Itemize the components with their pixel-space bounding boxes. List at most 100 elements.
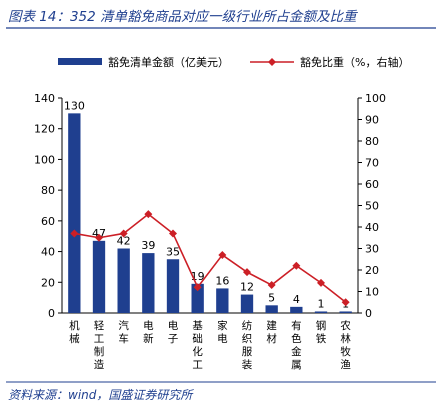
y-right-tick-label: 40 bbox=[365, 221, 379, 234]
figure-title: 图表 14：352 清单豁免商品对应一级行业所占金额及比重 bbox=[8, 9, 357, 25]
share-point bbox=[70, 229, 79, 238]
category-label: 家电 bbox=[217, 319, 228, 345]
y-left-tick-label: 100 bbox=[34, 153, 55, 166]
category-label-char: 铁 bbox=[316, 332, 327, 345]
category-label-char: 化 bbox=[192, 345, 203, 358]
category-label: 钢铁 bbox=[316, 319, 327, 345]
category-label: 轻工制造 bbox=[94, 319, 105, 371]
legend-bar-swatch bbox=[58, 58, 102, 65]
y-right-tick-label: 50 bbox=[365, 200, 379, 213]
y-right-tick-label: 100 bbox=[365, 92, 386, 105]
category-label-char: 渔 bbox=[340, 359, 351, 371]
bar bbox=[191, 283, 204, 313]
bar-data-label: 12 bbox=[240, 281, 254, 294]
category-label: 机械 bbox=[69, 319, 80, 345]
category-label-char: 新 bbox=[143, 332, 154, 345]
category-label: 汽车 bbox=[118, 319, 129, 345]
y-right-tick-label: 70 bbox=[365, 157, 379, 170]
category-label-char: 电 bbox=[168, 319, 179, 332]
bar-data-label: 42 bbox=[117, 235, 131, 248]
category-label: 农林牧渔 bbox=[340, 319, 351, 371]
category-label-char: 装 bbox=[242, 358, 253, 371]
category-label-char: 牧 bbox=[340, 345, 351, 358]
category-label: 纺织服装 bbox=[242, 319, 253, 371]
category-label-char: 属 bbox=[291, 359, 302, 371]
bar bbox=[166, 259, 180, 313]
category-label-char: 林 bbox=[340, 332, 351, 345]
share-line bbox=[74, 213, 347, 303]
category-label-char: 基 bbox=[192, 319, 203, 332]
share-point bbox=[144, 210, 153, 219]
y-left-tick-label: 60 bbox=[41, 215, 55, 228]
category-label-char: 家 bbox=[217, 319, 228, 332]
category-label-char: 子 bbox=[168, 333, 179, 345]
share-point bbox=[119, 229, 128, 238]
category-label-char: 农 bbox=[340, 319, 351, 332]
share-point bbox=[317, 278, 325, 287]
bar bbox=[142, 253, 155, 313]
category-label-char: 车 bbox=[118, 332, 129, 345]
share-point bbox=[218, 250, 227, 259]
share-point bbox=[341, 298, 350, 307]
legend-line-label: 豁免比重（%，右轴） bbox=[300, 55, 409, 69]
bar bbox=[240, 294, 254, 313]
share-point bbox=[169, 229, 177, 238]
legend-line-marker bbox=[268, 58, 276, 66]
y-right-tick-label: 10 bbox=[365, 286, 379, 299]
y-right-tick-label: 60 bbox=[365, 178, 379, 191]
y-left-tick-label: 120 bbox=[34, 123, 55, 136]
category-label-char: 汽 bbox=[118, 319, 129, 332]
category-label-char: 机 bbox=[69, 319, 80, 332]
bar-data-label: 1 bbox=[318, 297, 325, 310]
category-label-char: 有 bbox=[291, 319, 302, 332]
y-right-tick-label: 80 bbox=[365, 135, 379, 148]
y-right-tick-label: 90 bbox=[365, 114, 379, 127]
category-label-char: 造 bbox=[94, 358, 105, 371]
category-label-char: 金 bbox=[291, 345, 302, 358]
bar-data-label: 39 bbox=[141, 239, 155, 252]
category-label-char: 服 bbox=[242, 346, 253, 358]
category-label-char: 色 bbox=[291, 332, 302, 345]
category-label-char: 钢 bbox=[316, 319, 327, 332]
bar bbox=[216, 288, 229, 313]
category-label-char: 材 bbox=[266, 332, 277, 345]
y-left-tick-label: 80 bbox=[41, 184, 55, 197]
category-label: 有色金属 bbox=[291, 319, 302, 371]
bar-data-label: 4 bbox=[293, 293, 300, 306]
share-point bbox=[267, 281, 276, 290]
share-point bbox=[292, 261, 301, 270]
category-label-char: 础 bbox=[192, 333, 203, 345]
legend: 豁免清单金额（亿美元） 豁免比重（%，右轴） bbox=[58, 55, 409, 69]
bar-data-label: 5 bbox=[268, 291, 275, 304]
bar-data-label: 16 bbox=[215, 274, 229, 287]
category-label-char: 电 bbox=[217, 332, 228, 345]
plot-area: 0 20 40 60 80 100 120 140 0 10 20 30 40 50 60 70 80 90 100… bbox=[34, 92, 386, 371]
bar bbox=[314, 311, 328, 313]
category-label-char: 工 bbox=[192, 359, 203, 371]
y-left-tick-label: 140 bbox=[34, 92, 55, 105]
category-label-char: 轻 bbox=[94, 319, 105, 332]
category-label-char: 工 bbox=[94, 333, 105, 345]
source-note: 资料来源：wind，国盛证券研究所 bbox=[8, 388, 193, 402]
bar bbox=[117, 248, 130, 313]
category-label-char: 电 bbox=[143, 319, 154, 332]
bar bbox=[68, 113, 81, 313]
bar-data-label: 130 bbox=[64, 99, 85, 112]
category-label-char: 械 bbox=[69, 332, 80, 345]
bar bbox=[265, 305, 278, 313]
y-left-tick-label: 40 bbox=[41, 246, 55, 259]
category-label-char: 织 bbox=[242, 333, 253, 345]
category-label-char: 制 bbox=[94, 345, 105, 358]
y-right-tick-label: 20 bbox=[365, 264, 379, 277]
category-label: 建材 bbox=[266, 319, 277, 345]
bar bbox=[290, 306, 303, 313]
bar bbox=[92, 240, 106, 313]
category-label: 电新 bbox=[143, 319, 154, 345]
category-label: 电子 bbox=[168, 319, 179, 345]
category-label-char: 建 bbox=[266, 319, 277, 332]
share-point bbox=[193, 283, 202, 292]
bar bbox=[339, 311, 352, 313]
share-point bbox=[95, 233, 103, 242]
category-label-char: 纺 bbox=[242, 319, 253, 332]
